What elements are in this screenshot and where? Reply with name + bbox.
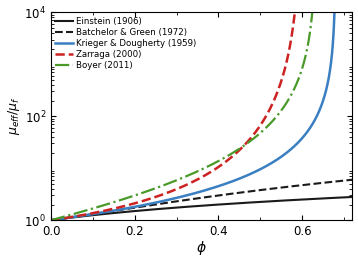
Krieger & Dougherty (1959) (93, 212, 98, 215)
Batchelor & Green (1972) (178, 199, 182, 203)
Krieger & Dougherty (1959) (86, 213, 91, 216)
Batchelor & Green (1972) (164, 201, 169, 204)
Einstein (1906) (344, 196, 349, 199)
Zarraga (2000) (82, 213, 87, 216)
Zarraga (2000) (118, 206, 122, 209)
Batchelor & Green (1972) (83, 214, 88, 217)
Einstein (1906) (164, 207, 169, 210)
Zarraga (2000) (121, 205, 125, 208)
Boyer (2011) (310, 11, 314, 14)
Krieger & Dougherty (1959) (223, 182, 228, 185)
Boyer (2011) (272, 118, 276, 121)
Zarraga (2000) (49, 219, 53, 222)
Einstein (1906) (350, 195, 354, 199)
Einstein (1906) (101, 213, 106, 216)
Zarraga (2000) (186, 183, 190, 186)
Boyer (2011) (49, 219, 53, 222)
Einstein (1906) (83, 214, 88, 218)
Y-axis label: $\mu_{eff}/\mu_f$: $\mu_{eff}/\mu_f$ (6, 97, 21, 135)
Boyer (2011) (80, 210, 84, 213)
Krieger & Dougherty (1959) (49, 219, 53, 222)
Zarraga (2000) (292, 11, 297, 14)
Line: Boyer (2011): Boyer (2011) (51, 13, 312, 220)
Line: Batchelor & Green (1972): Batchelor & Green (1972) (51, 180, 352, 220)
Krieger & Dougherty (1959) (269, 162, 273, 165)
Einstein (1906) (178, 206, 182, 209)
Line: Einstein (1906): Einstein (1906) (51, 197, 352, 220)
Boyer (2011) (247, 141, 251, 144)
Krieger & Dougherty (1959) (311, 121, 316, 124)
Batchelor & Green (1972) (101, 211, 106, 214)
Batchelor & Green (1972) (350, 178, 354, 181)
Batchelor & Green (1972) (344, 179, 349, 182)
Krieger & Dougherty (1959) (77, 215, 82, 218)
Batchelor & Green (1972) (49, 219, 53, 222)
X-axis label: $\phi$: $\phi$ (197, 239, 207, 257)
Batchelor & Green (1972) (312, 182, 316, 185)
Line: Krieger & Dougherty (1959): Krieger & Dougherty (1959) (51, 13, 334, 220)
Legend: Einstein (1906), Batchelor & Green (1972), Krieger & Dougherty (1959), Zarraga (: Einstein (1906), Batchelor & Green (1972… (54, 15, 198, 72)
Krieger & Dougherty (1959) (332, 11, 337, 14)
Boyer (2011) (155, 186, 159, 189)
Line: Zarraga (2000): Zarraga (2000) (51, 12, 295, 220)
Boyer (2011) (176, 178, 181, 181)
Zarraga (2000) (95, 211, 100, 214)
Zarraga (2000) (146, 198, 150, 201)
Boyer (2011) (118, 199, 122, 202)
Einstein (1906) (312, 197, 316, 200)
Einstein (1906) (49, 219, 53, 222)
